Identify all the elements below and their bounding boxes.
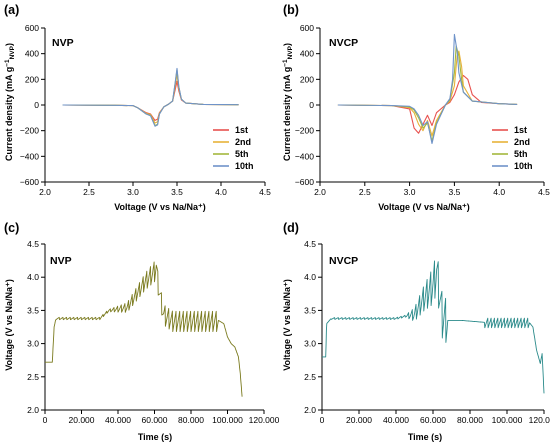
y-tick-label: −600 bbox=[295, 177, 314, 187]
x-tick-label: 100.000 bbox=[492, 415, 523, 425]
x-axis-title: Time (s) bbox=[138, 432, 172, 442]
legend-label: 1st bbox=[514, 125, 527, 135]
y-tick-label: 600 bbox=[25, 23, 39, 33]
x-tick-label: 80.000 bbox=[457, 415, 483, 425]
panel-label: (b) bbox=[283, 3, 299, 17]
x-tick-label: 4.5 bbox=[259, 187, 271, 197]
y-axis-title-sub: NVP bbox=[287, 45, 294, 59]
x-tick-label: 20.000 bbox=[346, 415, 372, 425]
y-tick-label: 2.0 bbox=[304, 405, 316, 415]
y-tick-label: 200 bbox=[25, 74, 39, 84]
sample-label: NVCP bbox=[329, 255, 358, 267]
y-axis-title: Current density (mA g−1NVP) bbox=[4, 43, 16, 161]
x-tick-label: 60.000 bbox=[142, 415, 168, 425]
legend-label: 10th bbox=[514, 161, 533, 171]
x-tick-label: 40.000 bbox=[105, 415, 131, 425]
y-axis-title: Current density (mA g−1NVP) bbox=[282, 43, 294, 161]
voltage-profile-line bbox=[321, 260, 545, 394]
panel-d: (d) NVCP Time (s) Voltage (V vs Na/Na⁺) … bbox=[282, 221, 550, 442]
panel-c: (c) NVP Time (s) Voltage (V vs Na/Na⁺) 0… bbox=[4, 221, 280, 442]
panel-label: (a) bbox=[4, 3, 19, 17]
y-tick-label: −400 bbox=[20, 151, 39, 161]
x-tick-label: 4.5 bbox=[538, 187, 550, 197]
x-tick-label: 80.000 bbox=[178, 415, 204, 425]
x-tick-label: 4.0 bbox=[493, 187, 505, 197]
x-tick-label: 120.000 bbox=[529, 415, 550, 425]
legend-label: 2nd bbox=[235, 137, 251, 147]
x-tick-label: 2.5 bbox=[359, 187, 371, 197]
y-axis-title-main: Current density (mA g bbox=[282, 67, 292, 161]
x-axis-title: Voltage (V vs Na/Na⁺) bbox=[378, 202, 470, 212]
y-tick-label: 3.5 bbox=[27, 305, 39, 315]
y-axis-title-sup: −1 bbox=[4, 59, 11, 67]
series-line-5th bbox=[337, 45, 518, 142]
y-axis-title-sub: NVP bbox=[9, 45, 16, 59]
y-axis-title-sup: −1 bbox=[282, 59, 289, 67]
y-tick-label: 4.5 bbox=[304, 239, 316, 249]
voltage-profile-line bbox=[44, 261, 243, 397]
x-tick-label: 2.0 bbox=[314, 187, 326, 197]
y-tick-label: 4.5 bbox=[27, 239, 39, 249]
y-axis-title: Voltage (V vs Na/Na⁺) bbox=[4, 279, 14, 371]
y-axis-title-main: Current density (mA g bbox=[4, 67, 14, 161]
x-tick-label: 20.000 bbox=[69, 415, 95, 425]
legend-label: 1st bbox=[235, 125, 248, 135]
y-tick-label: 2.5 bbox=[27, 372, 39, 382]
y-tick-label: 400 bbox=[25, 49, 39, 59]
y-tick-label: −200 bbox=[295, 126, 314, 136]
x-tick-label: 3.0 bbox=[127, 187, 139, 197]
x-tick-label: 4.0 bbox=[215, 187, 227, 197]
y-axis-title-close: ) bbox=[4, 43, 14, 46]
x-tick-label: 2.0 bbox=[39, 187, 51, 197]
legend-label: 10th bbox=[235, 161, 254, 171]
panel-a: (a) NVP Voltage (V vs Na/Na⁺) Current de… bbox=[4, 3, 271, 212]
x-tick-label: 120.000 bbox=[249, 415, 280, 425]
y-tick-label: 600 bbox=[300, 23, 314, 33]
panel-b: (b) NVCP Voltage (V vs Na/Na⁺) Current d… bbox=[282, 3, 550, 212]
x-tick-label: 3.5 bbox=[448, 187, 460, 197]
sample-label: NVP bbox=[50, 255, 72, 267]
y-tick-label: 2.0 bbox=[27, 405, 39, 415]
legend-label: 5th bbox=[514, 149, 528, 159]
y-tick-label: 400 bbox=[300, 49, 314, 59]
y-tick-label: 0 bbox=[34, 100, 39, 110]
y-tick-label: 2.5 bbox=[304, 372, 316, 382]
y-axis-title: Voltage (V vs Na/Na⁺) bbox=[282, 279, 292, 371]
y-tick-label: −600 bbox=[20, 177, 39, 187]
y-tick-label: 3.0 bbox=[27, 339, 39, 349]
y-tick-label: 200 bbox=[300, 74, 314, 84]
x-tick-label: 3.0 bbox=[404, 187, 416, 197]
y-tick-label: 3.0 bbox=[304, 339, 316, 349]
panel-label: (c) bbox=[4, 221, 19, 235]
sample-label: NVP bbox=[52, 37, 74, 49]
series-line-10th bbox=[337, 33, 518, 145]
y-tick-label: 4.0 bbox=[27, 272, 39, 282]
legend-label: 2nd bbox=[514, 137, 530, 147]
sample-label: NVCP bbox=[329, 37, 358, 49]
x-tick-label: 40.000 bbox=[383, 415, 409, 425]
x-tick-label: 2.5 bbox=[83, 187, 95, 197]
x-tick-label: 100.000 bbox=[212, 415, 243, 425]
x-tick-label: 0 bbox=[43, 415, 48, 425]
x-tick-label: 3.5 bbox=[171, 187, 183, 197]
y-tick-label: 3.5 bbox=[304, 305, 316, 315]
y-tick-label: 0 bbox=[309, 100, 314, 110]
x-axis-title: Time (s) bbox=[408, 432, 442, 442]
series-line-10th bbox=[62, 67, 239, 127]
y-tick-label: −200 bbox=[20, 126, 39, 136]
x-tick-label: 0 bbox=[320, 415, 325, 425]
x-tick-label: 60.000 bbox=[420, 415, 446, 425]
y-tick-label: 4.0 bbox=[304, 272, 316, 282]
panel-label: (d) bbox=[283, 221, 299, 235]
legend-label: 5th bbox=[235, 149, 249, 159]
y-axis-title-close: ) bbox=[282, 43, 292, 46]
y-tick-label: −400 bbox=[295, 151, 314, 161]
x-axis-title: Voltage (V vs Na/Na⁺) bbox=[114, 202, 206, 212]
